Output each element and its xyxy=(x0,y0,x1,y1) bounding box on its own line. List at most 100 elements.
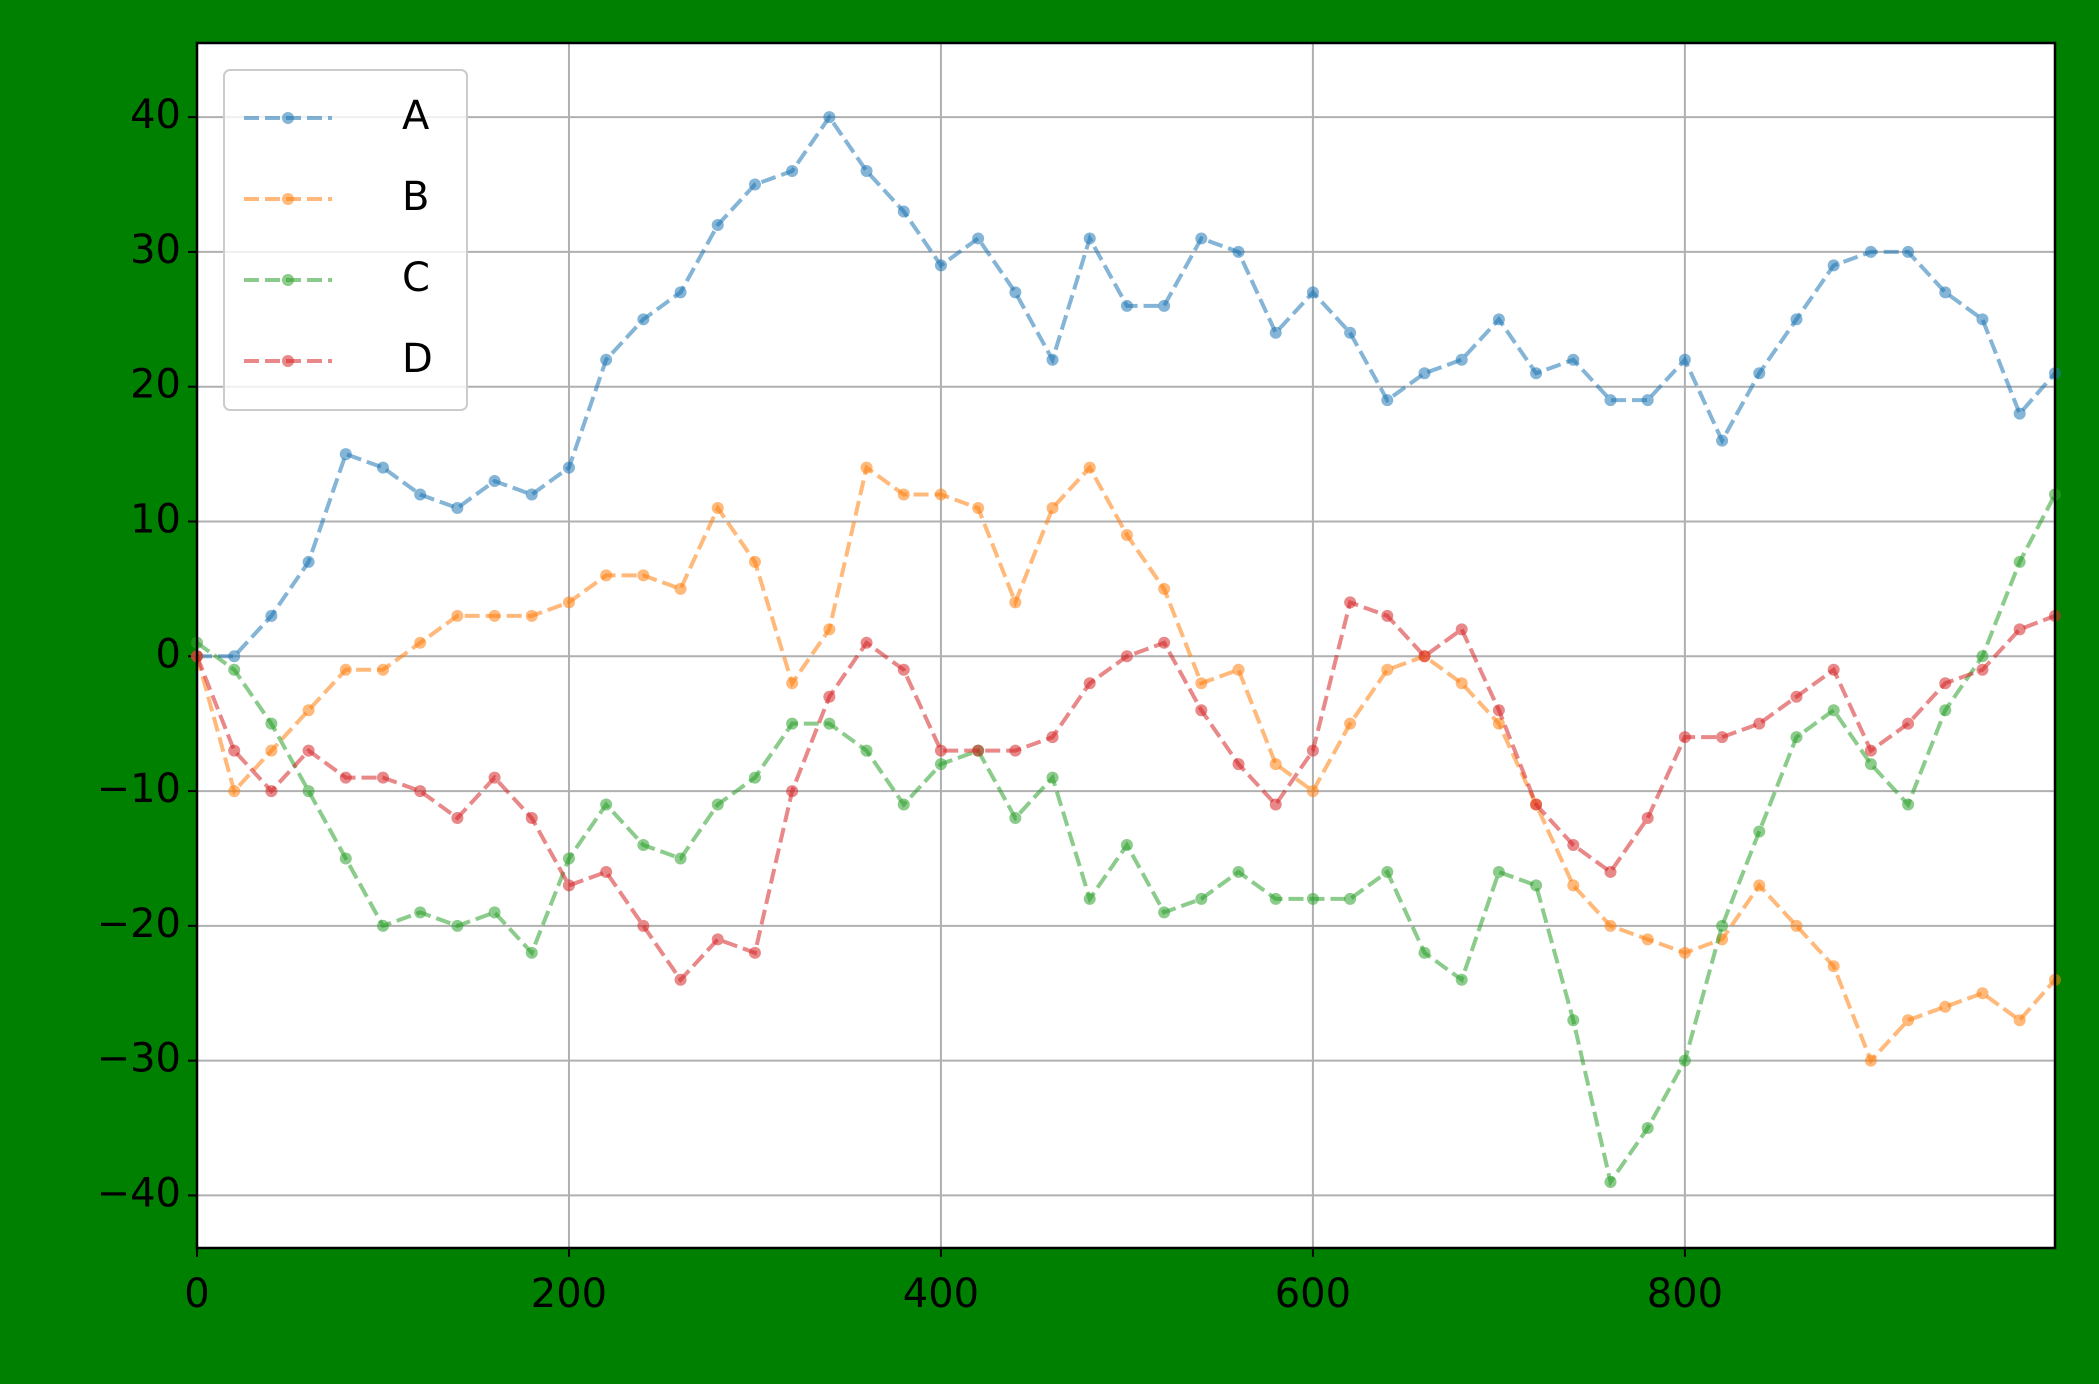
point xyxy=(1902,1014,1915,1027)
point xyxy=(711,218,724,231)
point xyxy=(2013,623,2026,636)
point xyxy=(1976,663,1989,676)
point xyxy=(1976,313,1989,326)
y-tick-label: 20 xyxy=(130,362,181,408)
point xyxy=(1455,677,1468,690)
point xyxy=(1344,717,1357,730)
point xyxy=(674,852,687,865)
point xyxy=(1678,353,1691,366)
point xyxy=(637,313,650,326)
point xyxy=(525,812,538,825)
point xyxy=(711,502,724,515)
point xyxy=(1790,731,1803,744)
point xyxy=(1567,879,1580,892)
point xyxy=(1344,326,1357,339)
point xyxy=(1530,367,1543,380)
point xyxy=(376,771,389,784)
y-tick-label: −40 xyxy=(97,1170,181,1216)
point xyxy=(972,232,985,245)
point xyxy=(1567,1014,1580,1027)
point xyxy=(674,582,687,595)
point xyxy=(1790,690,1803,703)
point xyxy=(1046,502,1059,515)
point xyxy=(1158,906,1171,919)
point xyxy=(1864,744,1877,757)
point xyxy=(1269,758,1282,771)
legend-label: B xyxy=(402,174,429,220)
point xyxy=(1753,879,1766,892)
point xyxy=(1604,865,1617,878)
point xyxy=(748,555,761,568)
point xyxy=(1604,919,1617,932)
point xyxy=(1195,892,1208,905)
point xyxy=(1232,758,1245,771)
x-tick-label: 600 xyxy=(1275,1271,1351,1317)
point xyxy=(600,865,613,878)
point xyxy=(1009,744,1022,757)
point xyxy=(1790,313,1803,326)
point xyxy=(1232,663,1245,676)
point xyxy=(1381,865,1394,878)
point xyxy=(637,838,650,851)
point xyxy=(339,448,352,461)
point xyxy=(562,461,575,474)
legend-label: D xyxy=(402,336,433,382)
point xyxy=(414,906,427,919)
y-tick-label: 30 xyxy=(130,227,181,273)
point xyxy=(265,609,278,622)
point xyxy=(1492,865,1505,878)
point xyxy=(1604,1175,1617,1188)
legend-marker xyxy=(282,193,294,205)
point xyxy=(1753,825,1766,838)
point xyxy=(1902,717,1915,730)
point xyxy=(1120,838,1133,851)
point xyxy=(1455,973,1468,986)
point xyxy=(897,663,910,676)
point xyxy=(414,636,427,649)
point xyxy=(786,785,799,798)
point xyxy=(1567,353,1580,366)
point xyxy=(1083,461,1096,474)
point xyxy=(674,973,687,986)
point xyxy=(1492,704,1505,717)
point xyxy=(972,502,985,515)
point xyxy=(1306,286,1319,299)
point xyxy=(637,919,650,932)
y-tick-label: 40 xyxy=(130,92,181,138)
point xyxy=(1418,650,1431,663)
point xyxy=(228,744,241,757)
point xyxy=(1046,353,1059,366)
x-tick-label: 400 xyxy=(903,1271,979,1317)
point xyxy=(1604,394,1617,407)
point xyxy=(1306,785,1319,798)
point xyxy=(1418,367,1431,380)
point xyxy=(1827,704,1840,717)
point xyxy=(1939,704,1952,717)
x-tick-label: 0 xyxy=(184,1271,209,1317)
point xyxy=(1827,960,1840,973)
point xyxy=(1976,987,1989,1000)
point xyxy=(748,771,761,784)
point xyxy=(1678,946,1691,959)
point xyxy=(488,609,501,622)
point xyxy=(1269,892,1282,905)
point xyxy=(302,785,315,798)
point xyxy=(265,717,278,730)
point xyxy=(1046,771,1059,784)
point xyxy=(860,165,873,178)
point xyxy=(451,919,464,932)
point xyxy=(897,205,910,218)
point xyxy=(1269,798,1282,811)
point xyxy=(860,461,873,474)
point xyxy=(376,663,389,676)
point xyxy=(1753,367,1766,380)
point xyxy=(786,165,799,178)
point xyxy=(1492,313,1505,326)
point xyxy=(1864,758,1877,771)
point xyxy=(1158,299,1171,312)
point xyxy=(1641,1122,1654,1135)
plot-frame xyxy=(195,41,2057,1250)
point xyxy=(1195,704,1208,717)
point xyxy=(1864,1054,1877,1067)
